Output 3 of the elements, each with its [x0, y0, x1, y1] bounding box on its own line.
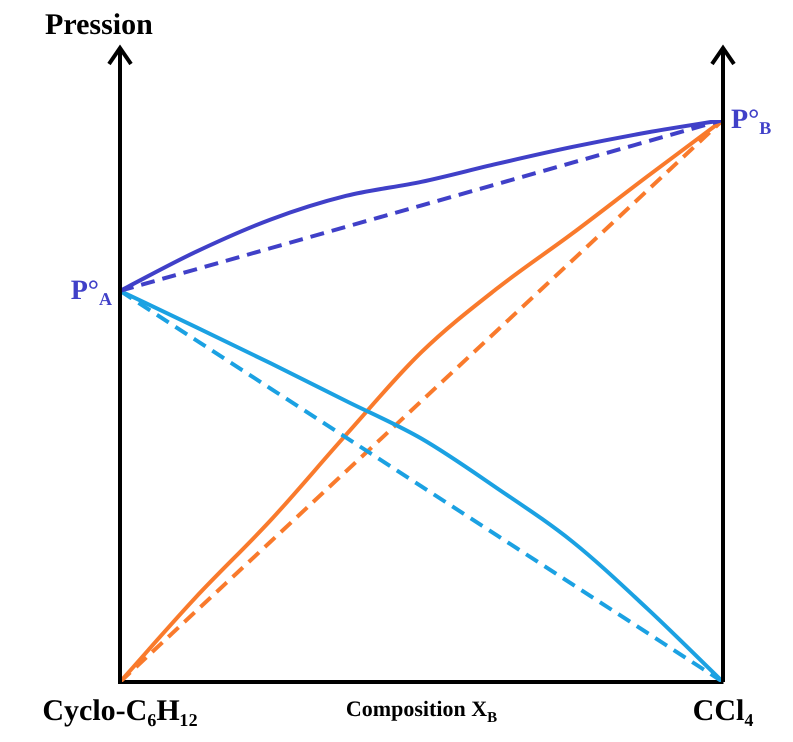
y-axis-title: Pression: [45, 8, 154, 41]
x-tick-label: CCl₄: [692, 694, 754, 727]
x-tick-label: Cyclo-C₆H₁₂: [42, 694, 198, 727]
